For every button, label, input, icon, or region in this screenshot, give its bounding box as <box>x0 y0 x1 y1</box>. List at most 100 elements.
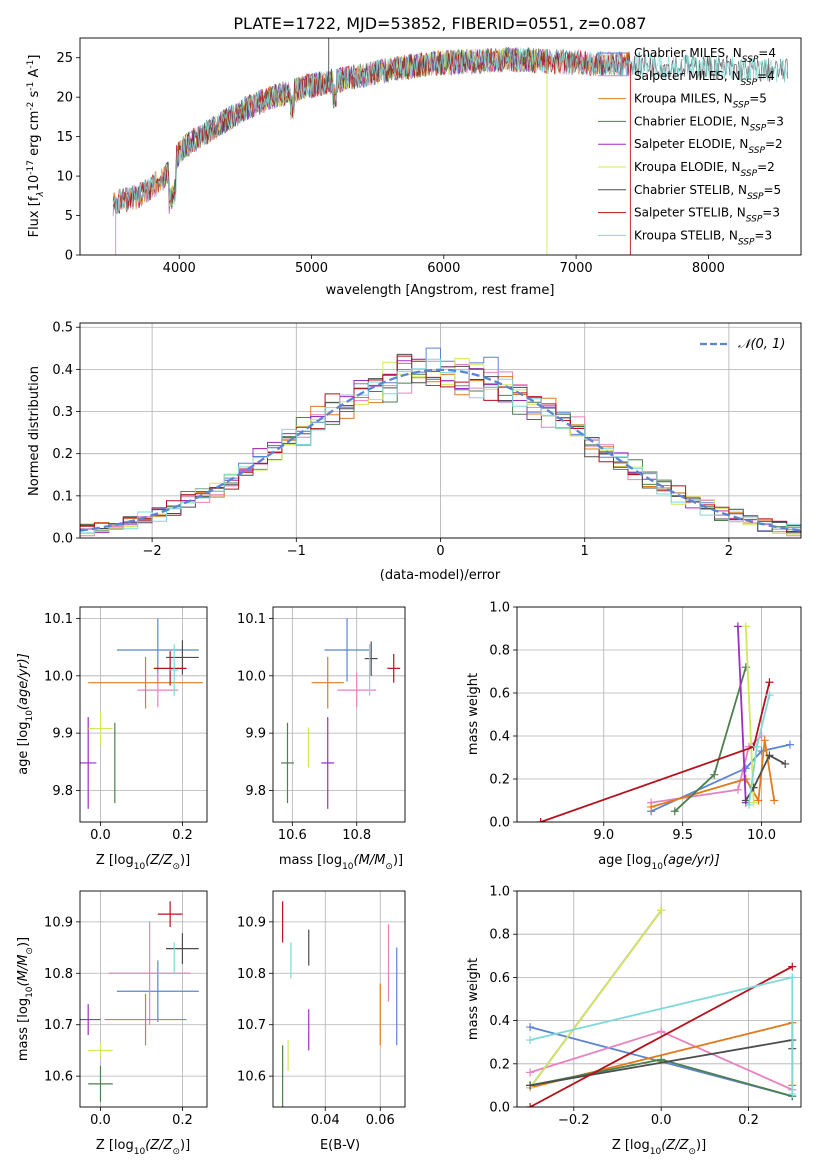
x-tick-label: 7000 <box>560 261 593 276</box>
mass-weight-marker <box>781 759 790 768</box>
legend-label: Salpeter MILES, NSSP=4 <box>634 69 775 88</box>
label-part: λ <box>36 191 46 197</box>
y-tick-label: 0.4 <box>52 363 73 378</box>
label-part: 10 <box>134 862 146 872</box>
mass-vs-ebv-panel: 0.04 0.06 10.6 10.7 10.8 10.9 <box>237 890 406 1128</box>
label-part: SSP <box>750 123 767 133</box>
x-tick-label: 10.6 <box>278 828 307 843</box>
label-part: SSP <box>741 78 758 88</box>
label-part: =4 <box>758 46 776 60</box>
y-tick-label: 9.9 <box>52 727 73 742</box>
y-tick-label: 0 <box>65 249 73 264</box>
mass-weight-marker <box>785 740 794 749</box>
x-tick-label: 1 <box>581 544 589 559</box>
plot-area <box>80 901 199 1102</box>
y-tick-label: 25 <box>56 51 73 66</box>
label-part: SSP <box>738 237 755 247</box>
mass-vs-Z-panel: 0.0 0.2 10.6 10.7 10.8 10.9 <box>44 890 208 1128</box>
label-part: Z [log <box>96 1138 134 1153</box>
legend-label: 𝒩(0, 1) <box>738 337 785 352</box>
label-part: 10 <box>25 710 35 722</box>
label-part: =5 <box>764 183 782 197</box>
mass-weight-marker <box>749 798 758 807</box>
x-tick-label: 10.0 <box>747 828 776 843</box>
y-axis-label: Flux [fλ10-17 erg cm-2 s-1 A-1] <box>26 55 46 238</box>
x-tick-label: 0 <box>436 544 444 559</box>
y-axis-label: Normed distribution <box>27 366 42 496</box>
x-tick-label: 0.0 <box>651 1113 672 1128</box>
mass-weight-marker <box>710 770 719 779</box>
spectrum-panel: 4000 5000 6000 7000 8000 0 5 10 15 20 25 Chabrier M… <box>26 37 802 298</box>
label-part: =3 <box>762 206 780 220</box>
y-tick-label: 15 <box>56 130 73 145</box>
y-tick-label: 9.8 <box>245 784 266 799</box>
y-tick-label: 10.0 <box>44 669 73 684</box>
mass-weight-marker <box>526 1023 535 1032</box>
histogram-series <box>80 358 801 537</box>
y-tick-label: 0.8 <box>489 928 510 943</box>
axes-frame <box>79 890 208 1108</box>
legend-label: Chabrier ELODIE, NSSP=3 <box>634 114 784 133</box>
label-part: Chabrier ELODIE, N <box>634 114 750 128</box>
plot-area <box>281 618 401 809</box>
x-tick-label: 0.2 <box>738 1113 759 1128</box>
age-vs-Z-panel: 0.0 0.2 9.8 9.9 10.0 10.1 <box>44 606 208 843</box>
y-tick-label: 0.0 <box>52 532 73 547</box>
x-tick-label: −2 <box>143 544 162 559</box>
y-tick-label: 9.9 <box>245 727 266 742</box>
x-tick-label: 10.8 <box>342 828 371 843</box>
x-tick-label: 9.0 <box>593 828 614 843</box>
label-part: SSP <box>742 55 759 65</box>
label-part: ] <box>27 55 42 60</box>
plot-area <box>282 901 398 1107</box>
y-tick-label: 10.0 <box>237 669 266 684</box>
x-tick-label: 0.04 <box>311 1113 340 1128</box>
y-tick-label: 10.9 <box>237 915 266 930</box>
figure-title: PLATE=1722, MJD=53852, FIBERID=0551, z=0… <box>233 14 646 33</box>
x-tick-label: 0.0 <box>90 828 111 843</box>
y-tick-label: 10.1 <box>237 612 266 627</box>
label-part: =2 <box>765 137 783 151</box>
x-axis-label: Z [log10(Z/Z⊙)] <box>96 853 190 872</box>
mass-weight-vs-Z-panel: −0.2 0.0 0.2 0.0 0.2 0.4 0.6 0.8 1.0 <box>489 885 802 1128</box>
mass-weight-marker <box>536 818 545 822</box>
plot-area <box>112 38 789 255</box>
y-tick-label: 10.7 <box>44 1018 73 1033</box>
y-tick-label: 0.2 <box>489 1057 510 1072</box>
axes-frame <box>79 322 802 539</box>
label-part: =2 <box>757 160 775 174</box>
y-axis-label: mass weight <box>466 958 481 1040</box>
mass-weight-marker <box>741 775 750 783</box>
age-vs-mass-panel: 10.6 10.8 9.8 9.9 10.0 10.1 <box>237 606 406 843</box>
label-part: (Z/Z <box>661 1138 689 1153</box>
x-axis-label: (data-model)/error <box>380 568 501 583</box>
label-part: )] <box>180 853 190 868</box>
label-part: SSP <box>741 169 758 179</box>
label-part: A <box>27 69 42 82</box>
label-part: ⊙ <box>25 947 35 955</box>
y-axis-label: age [log10(age/yr)] <box>16 653 35 775</box>
mass-weight-marker <box>733 622 742 631</box>
label-part: erg cm <box>27 111 42 160</box>
y-tick-label: 10.8 <box>237 967 266 982</box>
y-axis-label: mass weight <box>466 673 481 755</box>
x-tick-label: 0.0 <box>90 1113 111 1128</box>
label-part: -2 <box>26 102 36 111</box>
x-tick-label: 5000 <box>295 261 328 276</box>
x-tick-label: 6000 <box>427 261 460 276</box>
label-part: 10 <box>27 175 42 192</box>
y-tick-label: 10.7 <box>237 1018 266 1033</box>
x-tick-label: 8000 <box>692 261 725 276</box>
axes-frame <box>79 606 208 823</box>
mass-weight-marker <box>752 742 761 751</box>
label-part: (Z/Z <box>145 853 173 868</box>
y-tick-label: 0.1 <box>52 489 73 504</box>
x-tick-label: 0.2 <box>172 1113 193 1128</box>
label-part: 10 <box>342 862 354 872</box>
label-part: (Z/Z <box>145 1138 173 1153</box>
y-tick-label: 0.0 <box>489 1101 510 1116</box>
mass-weight-marker <box>788 1090 797 1099</box>
y-tick-label: 0.4 <box>489 730 510 745</box>
mass-weight-marker <box>657 906 666 915</box>
